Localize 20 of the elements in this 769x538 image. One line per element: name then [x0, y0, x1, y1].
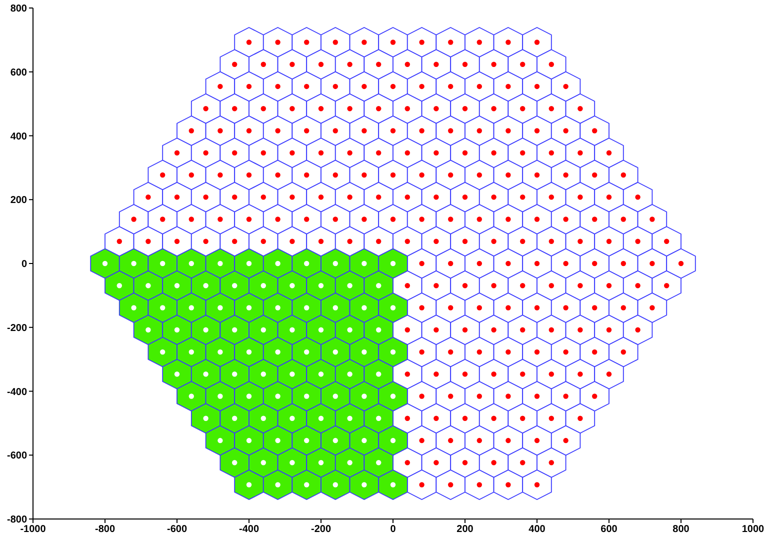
x-tick-label: -600: [166, 524, 188, 536]
y-tick-label: 200: [10, 195, 28, 206]
x-tick-label: 1000: [742, 524, 765, 536]
y-tick-label: -400: [6, 386, 28, 398]
x-tick-label: 0: [390, 524, 396, 536]
y-tick-label: -800: [6, 514, 28, 526]
x-tick-label: 200: [456, 524, 474, 536]
x-tick-label: 400: [528, 524, 546, 536]
x-tick-label: -1000: [20, 524, 46, 536]
y-tick-label: 0: [21, 259, 28, 270]
x-tick-label: -400: [238, 524, 260, 536]
x-tick-label: -200: [310, 524, 332, 536]
y-tick-label: -200: [6, 322, 28, 334]
x-tick-label: 800: [672, 524, 690, 536]
x-tick-label: 600: [600, 524, 618, 536]
y-tick-label: 600: [10, 67, 28, 78]
y-tick-label: -600: [6, 450, 28, 462]
y-tick-label: 800: [10, 4, 28, 15]
y-tick-label: 400: [10, 131, 28, 142]
x-tick-label: -800: [94, 524, 116, 536]
